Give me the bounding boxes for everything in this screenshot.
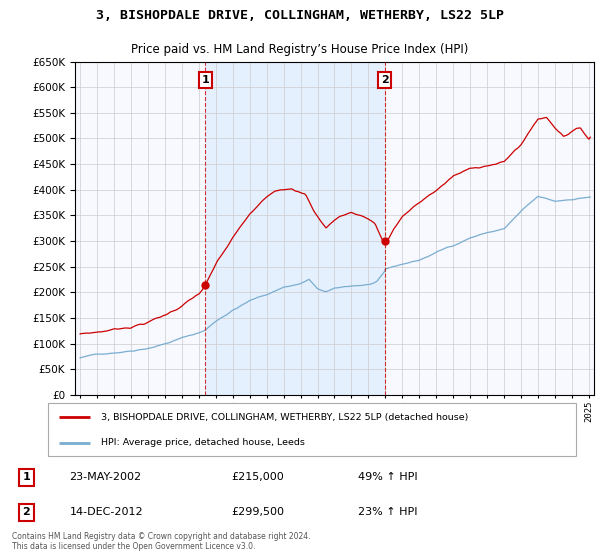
Text: HPI: Average price, detached house, Leeds: HPI: Average price, detached house, Leed…	[101, 438, 305, 447]
Text: 14-DEC-2012: 14-DEC-2012	[70, 507, 143, 517]
Text: 2: 2	[23, 507, 30, 517]
Text: Contains HM Land Registry data © Crown copyright and database right 2024.
This d: Contains HM Land Registry data © Crown c…	[12, 532, 311, 552]
Text: 1: 1	[202, 75, 209, 85]
Text: 2: 2	[381, 75, 389, 85]
Bar	[205, 62, 385, 395]
Text: £215,000: £215,000	[231, 473, 284, 482]
FancyBboxPatch shape	[48, 403, 576, 456]
Text: 1: 1	[23, 473, 30, 482]
Text: 23% ↑ HPI: 23% ↑ HPI	[358, 507, 417, 517]
Text: 49% ↑ HPI: 49% ↑ HPI	[358, 473, 417, 482]
Text: £299,500: £299,500	[231, 507, 284, 517]
Text: 23-MAY-2002: 23-MAY-2002	[70, 473, 142, 482]
Text: 3, BISHOPDALE DRIVE, COLLINGHAM, WETHERBY, LS22 5LP (detached house): 3, BISHOPDALE DRIVE, COLLINGHAM, WETHERB…	[101, 413, 468, 422]
Text: 3, BISHOPDALE DRIVE, COLLINGHAM, WETHERBY, LS22 5LP: 3, BISHOPDALE DRIVE, COLLINGHAM, WETHERB…	[96, 10, 504, 22]
Text: Price paid vs. HM Land Registry’s House Price Index (HPI): Price paid vs. HM Land Registry’s House …	[131, 43, 469, 56]
